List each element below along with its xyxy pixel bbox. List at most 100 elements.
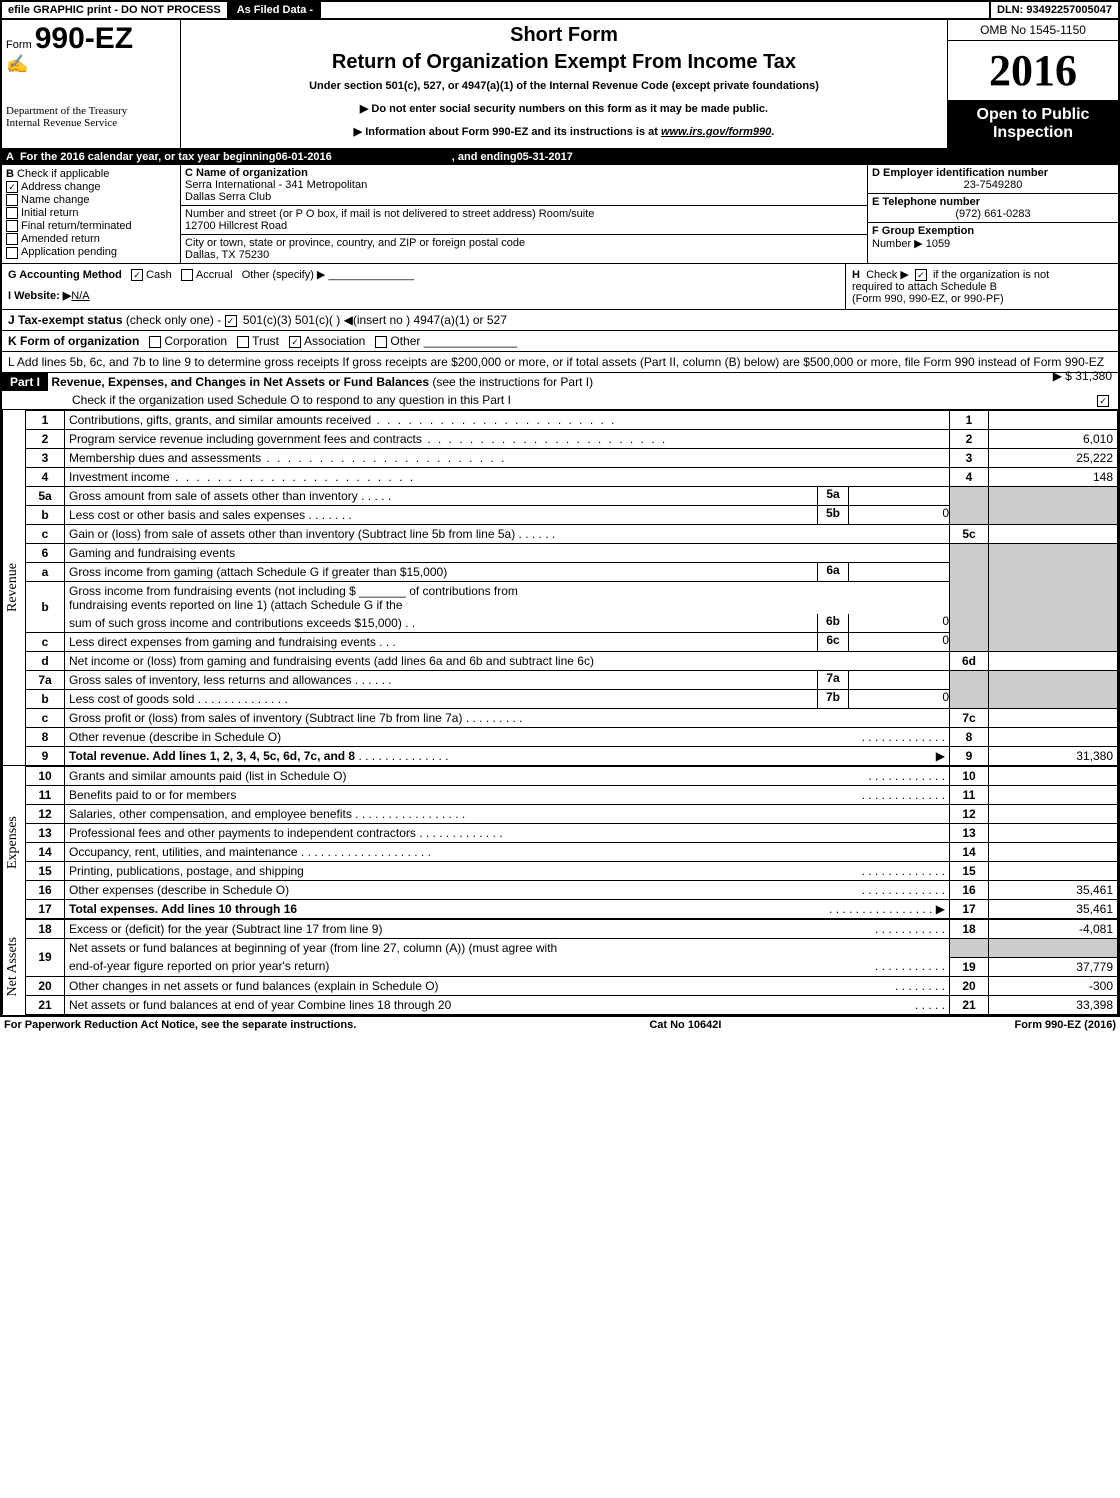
l18-num: 18 — [26, 920, 65, 939]
l18-box: 18 — [950, 920, 989, 939]
org-name1: Serra International - 341 Metropolitan — [185, 179, 863, 191]
org-city: Dallas, TX 75230 — [185, 249, 863, 261]
form-number: 990-EZ — [35, 22, 133, 55]
opt-final-return: Final return/terminated — [21, 220, 132, 232]
ein-label: D Employer identification number — [872, 167, 1048, 179]
l16-desc: Other expenses (describe in Schedule O) — [69, 883, 289, 897]
part1-body: Revenue 1Contributions, gifts, grants, a… — [2, 410, 1118, 766]
row-a-begin: 06-01-2016 — [276, 151, 332, 163]
l2-desc: Program service revenue including govern… — [69, 432, 422, 446]
l15-val — [989, 862, 1118, 881]
l7c-box: 7c — [950, 709, 989, 728]
l5c-desc: Gain or (loss) from sale of assets other… — [69, 527, 515, 541]
k-corp: Corporation — [164, 334, 227, 348]
l6b-subval: 0 — [848, 614, 949, 632]
g-accrual: Accrual — [196, 269, 233, 281]
part1-subtitle: (see the instructions for Part I) — [432, 375, 593, 389]
l12-val — [989, 805, 1118, 824]
l6a-sub: 6a — [817, 563, 848, 581]
top-bar: efile GRAPHIC print - DO NOT PROCESS As … — [2, 2, 1118, 20]
ein-value: 23-7549280 — [872, 179, 1114, 191]
tel-value: (972) 661-0283 — [872, 208, 1114, 220]
expenses-table: 10Grants and similar amounts paid (list … — [25, 766, 1118, 919]
open-to-public: Open to Public Inspection — [948, 100, 1118, 148]
l7b-desc: Less cost of goods sold — [69, 692, 194, 706]
l11-desc: Benefits paid to or for members — [69, 788, 236, 802]
l20-val: -300 — [989, 976, 1118, 995]
l20-desc: Other changes in net assets or fund bala… — [69, 979, 439, 993]
h-check-arrow: Check ▶ — [866, 269, 909, 281]
l5b-num: b — [26, 506, 65, 525]
l3-desc: Membership dues and assessments — [69, 451, 261, 465]
l14-desc: Occupancy, rent, utilities, and maintena… — [69, 845, 298, 859]
opt-amended: Amended return — [21, 233, 100, 245]
l4-num: 4 — [26, 468, 65, 487]
row-k: K Form of organization Corporation Trust… — [2, 331, 1118, 352]
l12-desc: Salaries, other compensation, and employ… — [69, 807, 352, 821]
l1-desc: Contributions, gifts, grants, and simila… — [69, 413, 371, 427]
l-text: L Add lines 5b, 6c, and 7b to line 9 to … — [8, 355, 1104, 369]
check-initial-return — [6, 207, 18, 219]
l6d-box: 6d — [950, 652, 989, 671]
g-other: Other (specify) ▶ — [242, 269, 326, 281]
org-name2: Dallas Serra Club — [185, 191, 863, 203]
l13-box: 13 — [950, 824, 989, 843]
l19-box: 19 — [950, 957, 989, 976]
header-right: OMB No 1545-1150 2016 Open to Public Ins… — [947, 20, 1118, 148]
l7c-desc: Gross profit or (loss) from sales of inv… — [69, 711, 462, 725]
check-accrual — [181, 269, 193, 281]
j-text: (check only one) - — [126, 313, 221, 327]
netassets-body: Net Assets 18Excess or (deficit) for the… — [2, 919, 1118, 1015]
l19-val: 37,779 — [989, 957, 1118, 976]
l3-box: 3 — [950, 449, 989, 468]
l7a-subval — [848, 671, 949, 689]
l13-val — [989, 824, 1118, 843]
l17-box: 17 — [950, 900, 989, 919]
l5c-val — [989, 525, 1118, 544]
c-city-label: City or town, state or province, country… — [185, 237, 863, 249]
header-left: Form 990-EZ ✍ Department of the Treasury… — [2, 20, 181, 148]
h-label: H — [852, 269, 860, 281]
h-text2: if the organization is not — [933, 269, 1049, 281]
header-center: Short Form Return of Organization Exempt… — [181, 20, 947, 148]
i-label: I Website: ▶ — [8, 290, 71, 302]
l7c-val — [989, 709, 1118, 728]
info-link-line: ▶ Information about Form 990-EZ and its … — [187, 125, 941, 138]
check-address-change — [6, 181, 18, 193]
l6a-desc: Gross income from gaming (attach Schedul… — [69, 565, 447, 579]
check-other — [375, 336, 387, 348]
l10-num: 10 — [26, 767, 65, 786]
l21-desc: Net assets or fund balances at end of ye… — [69, 998, 451, 1012]
grp-label: F Group Exemption — [872, 225, 974, 237]
irs-link[interactable]: www.irs.gov/form990 — [661, 126, 771, 138]
omb-number: OMB No 1545-1150 — [948, 20, 1118, 41]
page-footer: For Paperwork Reduction Act Notice, see … — [0, 1017, 1120, 1033]
check-501c3 — [225, 315, 237, 327]
l19-num: 19 — [26, 939, 65, 977]
info-grid: B Check if applicable Address change Nam… — [2, 165, 1118, 264]
row-a: A For the 2016 calendar year, or tax yea… — [2, 149, 1118, 165]
footer-mid: Cat No 10642I — [649, 1019, 721, 1031]
efile-label: efile GRAPHIC print - DO NOT PROCESS — [2, 2, 229, 18]
l7b-num: b — [26, 690, 65, 709]
l4-box: 4 — [950, 468, 989, 487]
check-cash — [131, 269, 143, 281]
k-trust: Trust — [252, 334, 279, 348]
h-text4: (Form 990, 990-EZ, or 990-PF) — [852, 293, 1004, 305]
info-prefix: ▶ Information about Form 990-EZ and its … — [354, 126, 661, 138]
l8-num: 8 — [26, 728, 65, 747]
l5b-subval: 0 — [848, 506, 949, 524]
part1-label: Part I — [2, 373, 48, 391]
box-b: B Check if applicable Address change Nam… — [2, 165, 181, 263]
revenue-table: 1Contributions, gifts, grants, and simil… — [25, 410, 1118, 766]
opt-name-change: Name change — [21, 194, 90, 206]
l7a-sub: 7a — [817, 671, 848, 689]
l13-desc: Professional fees and other payments to … — [69, 826, 416, 840]
check-h — [915, 269, 927, 281]
l6b-desc3: sum of such gross income and contributio… — [69, 616, 402, 630]
under-section: Under section 501(c), 527, or 4947(a)(1)… — [187, 80, 941, 92]
l21-num: 21 — [26, 995, 65, 1014]
l19-desc: Net assets or fund balances at beginning… — [69, 941, 557, 955]
form-header: Form 990-EZ ✍ Department of the Treasury… — [2, 20, 1118, 149]
as-filed-label: As Filed Data - — [229, 2, 321, 18]
